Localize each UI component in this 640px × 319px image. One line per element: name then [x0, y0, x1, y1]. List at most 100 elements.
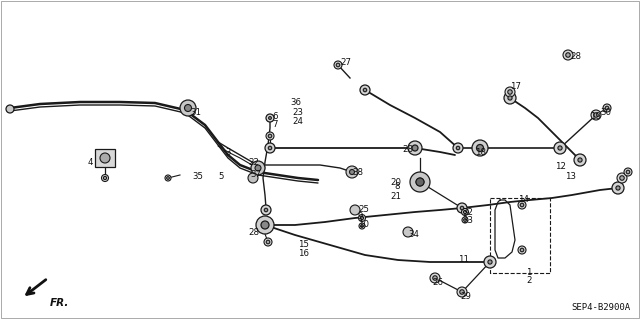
Text: 1: 1 [526, 268, 531, 277]
Circle shape [261, 205, 271, 215]
Text: 5: 5 [218, 172, 223, 181]
Circle shape [508, 90, 512, 94]
Circle shape [408, 141, 422, 155]
Circle shape [102, 174, 109, 182]
Circle shape [100, 153, 110, 163]
Text: 21: 21 [390, 192, 401, 201]
Circle shape [166, 177, 170, 179]
Circle shape [360, 216, 364, 219]
Text: 6: 6 [272, 112, 278, 121]
Circle shape [104, 176, 107, 180]
Circle shape [605, 106, 609, 110]
Circle shape [461, 209, 468, 216]
Circle shape [504, 92, 516, 104]
Circle shape [563, 50, 573, 60]
Circle shape [520, 203, 524, 207]
Circle shape [574, 154, 586, 166]
Text: 7: 7 [272, 120, 278, 129]
Circle shape [184, 105, 191, 112]
Text: 25: 25 [358, 205, 369, 214]
Circle shape [616, 186, 620, 190]
Circle shape [626, 170, 630, 174]
Text: 33: 33 [462, 216, 473, 225]
Circle shape [350, 205, 360, 215]
Circle shape [266, 132, 274, 140]
Circle shape [416, 178, 424, 186]
Circle shape [334, 61, 342, 69]
Circle shape [265, 143, 275, 153]
Circle shape [624, 168, 632, 176]
Text: 35: 35 [192, 172, 203, 181]
Circle shape [457, 287, 467, 297]
Circle shape [484, 256, 496, 268]
Text: 28: 28 [248, 228, 259, 237]
Text: 24: 24 [292, 117, 303, 126]
Circle shape [472, 140, 488, 156]
Circle shape [477, 145, 483, 152]
Circle shape [558, 146, 562, 150]
Circle shape [620, 176, 624, 180]
Text: 2: 2 [526, 276, 531, 285]
Circle shape [433, 276, 437, 280]
Circle shape [612, 182, 624, 194]
Bar [490, 198, 550, 273]
Text: 31: 31 [190, 108, 201, 117]
Text: 16: 16 [298, 249, 309, 258]
Text: 13: 13 [565, 172, 576, 181]
Text: 12: 12 [555, 162, 566, 171]
Text: 28: 28 [570, 52, 581, 61]
Text: 15: 15 [298, 240, 309, 249]
Text: 4: 4 [88, 158, 93, 167]
Text: 9: 9 [358, 212, 364, 221]
Text: 11: 11 [458, 255, 469, 264]
Circle shape [518, 246, 526, 254]
Circle shape [617, 173, 627, 183]
Circle shape [346, 166, 358, 178]
Text: 36: 36 [290, 98, 301, 107]
Circle shape [463, 219, 467, 221]
Text: 20: 20 [390, 178, 401, 187]
Circle shape [460, 206, 464, 210]
Text: 32: 32 [462, 208, 473, 217]
Circle shape [603, 104, 611, 112]
Circle shape [269, 117, 271, 119]
Circle shape [268, 146, 272, 150]
Circle shape [256, 216, 274, 234]
Text: FR.: FR. [50, 298, 69, 308]
Text: 14: 14 [518, 195, 529, 204]
Circle shape [261, 221, 269, 229]
Circle shape [456, 146, 460, 150]
Circle shape [268, 134, 272, 138]
Text: 8: 8 [394, 182, 399, 191]
Circle shape [251, 161, 265, 175]
Circle shape [180, 100, 196, 116]
Circle shape [336, 63, 340, 67]
Circle shape [349, 169, 355, 174]
Circle shape [460, 290, 464, 294]
Text: 37: 37 [250, 170, 261, 179]
Circle shape [255, 165, 261, 171]
Circle shape [518, 201, 526, 209]
Text: 3: 3 [225, 148, 230, 157]
Circle shape [591, 110, 601, 120]
Text: 38: 38 [352, 168, 363, 177]
Circle shape [463, 211, 467, 214]
Bar [95, 149, 115, 167]
Circle shape [266, 114, 274, 122]
Circle shape [488, 260, 492, 264]
Text: SEP4-B2900A: SEP4-B2900A [571, 303, 630, 312]
Text: 30: 30 [600, 108, 611, 117]
Circle shape [520, 248, 524, 252]
Circle shape [566, 53, 570, 57]
Text: 29: 29 [460, 292, 471, 301]
Circle shape [165, 175, 171, 181]
Circle shape [416, 178, 424, 186]
Circle shape [266, 240, 270, 244]
Circle shape [264, 238, 272, 246]
Text: 34: 34 [408, 230, 419, 239]
Circle shape [505, 87, 515, 97]
Circle shape [364, 88, 367, 92]
Circle shape [410, 172, 430, 192]
Circle shape [578, 158, 582, 162]
Circle shape [361, 225, 364, 227]
